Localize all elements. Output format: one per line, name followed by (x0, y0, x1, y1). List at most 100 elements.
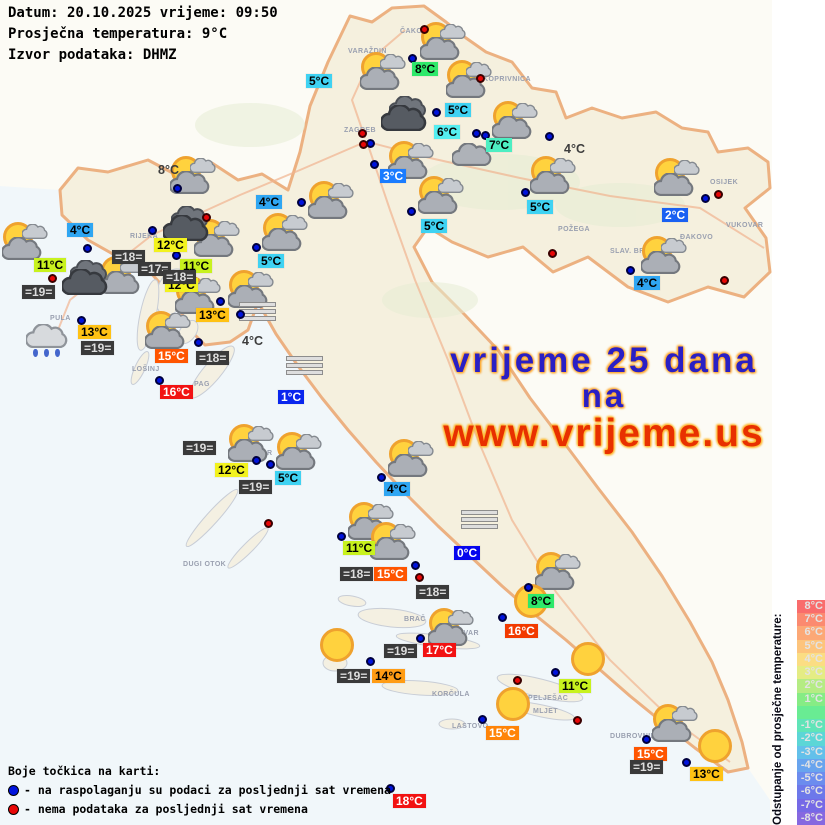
weather-icon-fog (461, 510, 511, 552)
station-dot-blue (407, 207, 416, 216)
scale-step: -6°C (797, 785, 825, 799)
legend-item-missing: - nema podataka za posljednji sat vremen… (8, 800, 391, 819)
map-header: Datum: 20.10.2025 vrijeme: 09:50 Prosječ… (8, 3, 278, 66)
scale-step: -7°C (797, 798, 825, 812)
red-dot-icon (8, 804, 19, 815)
meta-label: =19= (337, 669, 371, 683)
temperature-label: 6°C (434, 125, 461, 139)
station-dot-red (48, 274, 57, 283)
weather-icon-sun_cloud (226, 424, 276, 466)
temperature-label: 4°C (634, 276, 661, 290)
temperature-label: 5°C (421, 219, 448, 233)
station-dot-blue (432, 108, 441, 117)
meta-label: =18= (163, 270, 197, 284)
temperature-label: 12°C (154, 238, 187, 252)
scale-step: 1°C (797, 692, 825, 706)
meta-label: =19= (239, 480, 273, 494)
station-dot-blue (252, 456, 261, 465)
dot-color-legend: Boje točkica na karti: - na raspolaganju… (8, 762, 391, 819)
temperature-label: 4°C (256, 195, 283, 209)
station-dot-blue (416, 634, 425, 643)
station-dot-blue (626, 266, 635, 275)
weather-icon-rain (26, 324, 76, 366)
station-dot-blue (194, 338, 203, 347)
watermark-url[interactable]: www.vrijeme.us (443, 412, 765, 455)
map-city-label: VUKOVAR (726, 222, 764, 229)
meta-label: =19= (630, 760, 664, 774)
weather-icon-sun_cloud (416, 176, 466, 218)
meta-label: =19= (22, 285, 56, 299)
weather-icon-sun_cloud (533, 552, 583, 594)
temperature-label: 17°C (423, 643, 456, 657)
weather-icon-sun_cloud (650, 704, 700, 746)
temperature-label: 7°C (486, 138, 513, 152)
temperature-label: 8°C (528, 594, 555, 608)
temperature-label: 4°C (384, 482, 411, 496)
station-dot-red (202, 213, 211, 222)
watermark-line2: na (581, 377, 627, 414)
weather-icon-sun_cloud (418, 22, 468, 64)
temperature-label: 13°C (196, 308, 229, 322)
map-city-label: SLAV. BROD (610, 248, 657, 255)
station-dot-red (264, 519, 273, 528)
blue-dot-icon (8, 785, 19, 796)
map-city-label: PAG (194, 381, 210, 388)
map-city-label: PULA (50, 315, 71, 322)
temperature-deviation-scale: 8°C 7°C 6°C 5°C 4°C 3°C 2°C 1°C -1°C -2°C -3°C -4°C… (797, 600, 825, 825)
header-date: Datum: 20.10.2025 vrijeme: 09:50 (8, 5, 278, 21)
station-dot-blue (148, 226, 157, 235)
meta-label: =18= (196, 351, 230, 365)
station-dot-red (720, 276, 729, 285)
weather-icon-sun_cloud (639, 236, 689, 278)
scale-step: -8°C (797, 811, 825, 825)
temperature-text: 4°C (564, 142, 585, 156)
temperature-label: 5°C (258, 254, 285, 268)
map-city-label: MLJET (533, 708, 558, 715)
meta-label: =19= (183, 441, 217, 455)
station-dot-red (476, 74, 485, 83)
map-city-label: KORČULA (432, 691, 470, 698)
temperature-label: 11°C (559, 679, 592, 693)
temperature-label: 8°C (412, 62, 439, 76)
temperature-label: 15°C (486, 726, 519, 740)
weather-icon-sun (571, 642, 621, 684)
temperature-label: 11°C (343, 541, 376, 555)
station-dot-blue (252, 243, 261, 252)
weather-icon-sun_cloud (274, 432, 324, 474)
scale-step: 6°C (797, 626, 825, 640)
temperature-text: 8°C (158, 163, 179, 177)
meta-label: =18= (112, 250, 146, 264)
temperature-label: 15°C (155, 349, 188, 363)
watermark-ad[interactable]: vrijeme 25 dana na www.vrijeme.us (408, 342, 800, 455)
map-city-label: ČAKOVEC (400, 28, 438, 35)
scale-step: -4°C (797, 758, 825, 773)
weather-icon-sun_cloud (226, 270, 276, 312)
scale-title: Odstupanje od prosječne temperature: (772, 613, 784, 825)
station-dot-red (548, 249, 557, 258)
meta-label: =19= (384, 644, 418, 658)
weather-icon-sun_cloud (490, 101, 540, 143)
scale-step: -2°C (797, 732, 825, 746)
weather-icon-dark_cloud (381, 96, 431, 138)
temperature-label: 5°C (306, 74, 333, 88)
station-dot-red (573, 716, 582, 725)
map-city-label: DUGI OTOK (183, 561, 227, 568)
temperature-label: 2°C (662, 208, 689, 222)
weather-icon-sun_cloud (260, 213, 310, 255)
map-city-label: POŽEGA (558, 226, 590, 233)
meta-label: =18= (340, 567, 374, 581)
station-dot-blue (472, 129, 481, 138)
station-dot-blue (545, 132, 554, 141)
scale-step: 2°C (797, 679, 825, 693)
station-dot-blue (236, 310, 245, 319)
station-dot-red (513, 676, 522, 685)
temperature-label: 16°C (505, 624, 538, 638)
station-dot-blue (366, 657, 375, 666)
station-dot-blue (481, 131, 490, 140)
weather-icon-sun_cloud (143, 311, 193, 353)
meta-label: =18= (416, 585, 450, 599)
temperature-label: 15°C (634, 747, 667, 761)
header-average-temp: Prosječna temperatura: 9°C (8, 26, 228, 42)
weather-icon-sun_cloud (306, 181, 356, 223)
